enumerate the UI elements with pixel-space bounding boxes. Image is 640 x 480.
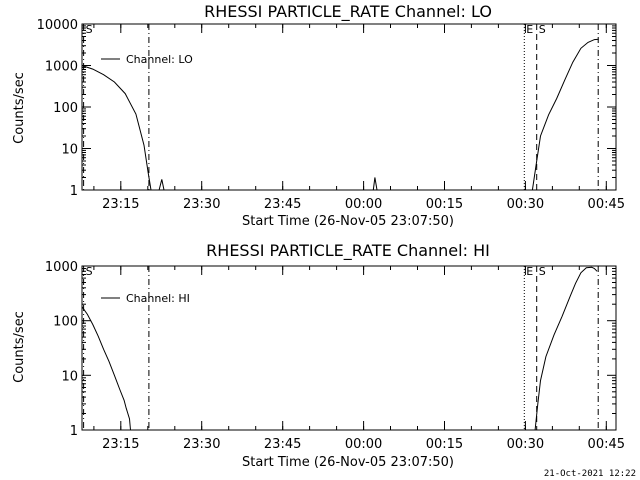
y-tick-label: 100 [53,315,78,330]
x-tick-label: 23:30 [183,437,220,452]
x-tick-label: 00:15 [426,437,463,452]
legend-entry: Channel: HI [126,292,190,305]
event-marker-label: S [86,265,93,278]
x-tick-label: 00:15 [426,197,463,212]
axes-frame [81,265,617,431]
y-axis-label: Counts/sec [12,311,27,383]
x-tick-label: 23:15 [102,437,139,452]
panel-hi-channel: RHESSI PARTICLE_RATE Channel: HI Start T… [12,241,625,470]
series-line [81,306,131,431]
x-axis-label: Start Time (26-Nov-05 23:07:50) [242,455,454,470]
chart-title: RHESSI PARTICLE_RATE Channel: HI [206,241,490,261]
y-tick-label: 1000 [45,260,78,275]
event-marker-label: E [526,23,533,36]
y-tick-label: 1 [70,424,78,439]
y-tick-label: 1 [70,184,78,199]
x-axis-label: Start Time (26-Nov-05 23:07:50) [242,214,454,229]
x-tick-label: 00:00 [345,437,382,452]
x-tick-label: 00:45 [588,197,625,212]
series-line [531,38,599,191]
x-tick-label: 00:30 [507,437,544,452]
x-tick-label: 23:45 [264,197,301,212]
timestamp-label: 21-Oct-2021 12:22 [544,469,636,479]
chart-title: RHESSI PARTICLE_RATE Channel: LO [204,2,492,22]
x-tick-label: 00:45 [588,437,625,452]
y-tick-label: 1000 [45,60,78,75]
series-line [158,179,165,191]
y-tick-label: 10 [61,369,78,384]
x-tick-label: 00:00 [345,197,382,212]
x-tick-label: 23:45 [264,437,301,452]
event-marker-label: S [539,265,546,278]
y-tick-label: 10 [61,143,78,158]
event-marker-label: S [86,23,93,36]
event-marker-label: S [539,23,546,36]
series-line [81,65,152,191]
y-tick-label: 100 [53,101,78,116]
y-tick-label: 10000 [37,18,78,33]
event-marker-label: E [526,265,533,278]
series-line [372,177,378,191]
x-tick-label: 23:30 [183,197,220,212]
x-tick-label: 23:15 [102,197,139,212]
y-axis-label: Counts/sec [12,72,27,144]
series-line [534,266,598,431]
legend-entry: Channel: LO [126,53,193,66]
panel-lo-channel: RHESSI PARTICLE_RATE Channel: LO Start T… [12,2,625,229]
x-tick-label: 00:30 [507,197,544,212]
